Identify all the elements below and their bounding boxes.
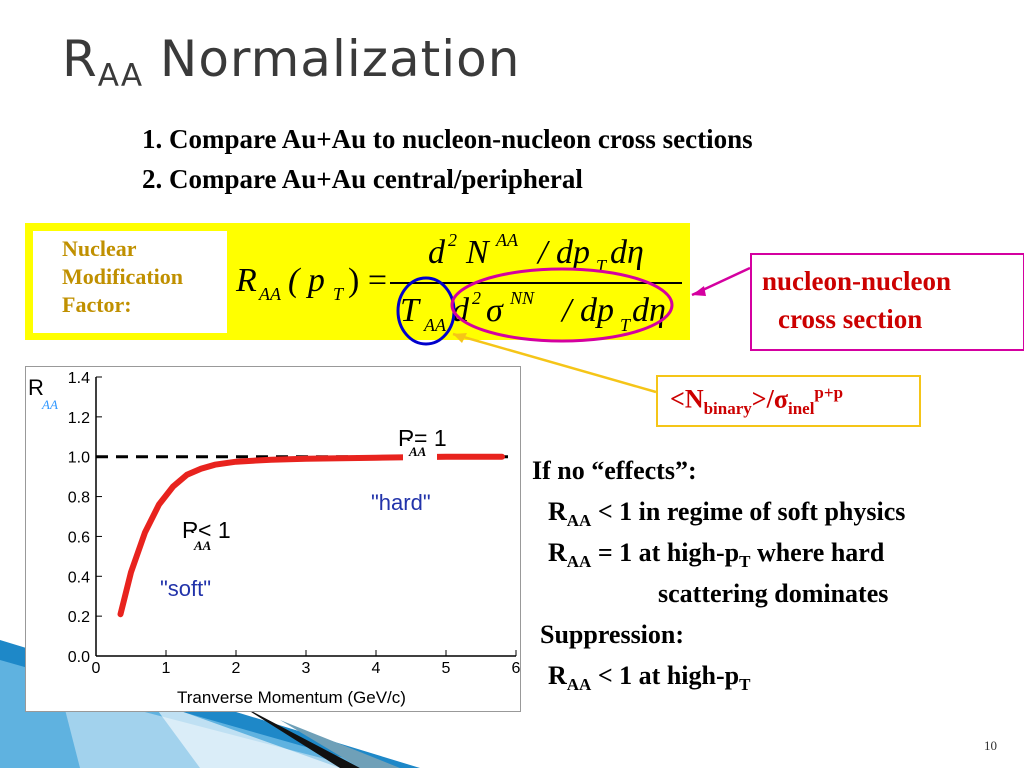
raa-chart: 0.0 0.2 0.4 0.6 0.8 1.0 1.2 1.4 0 1 2 3 4 5 6 R AA Tra… [25, 366, 521, 712]
den-d: d [452, 292, 469, 329]
den-sup-nn: NN [510, 288, 535, 308]
x-axis-label: Tranverse Momentum (GeV/c) [177, 688, 406, 707]
x-tick-label: 0 [92, 660, 101, 677]
annot-raa-lt1-rest: < 1 [198, 517, 231, 543]
num-deta: dη [610, 234, 644, 271]
den-dp: / dp [562, 292, 614, 329]
formula-lhs-arg: ( p [288, 262, 325, 299]
page-title: RAA Normalization [62, 30, 521, 94]
y-tick-label: 1.2 [68, 410, 90, 427]
y-tick-label: 1.4 [68, 370, 90, 387]
y-tick-label: 1.0 [68, 450, 90, 467]
num-sub-t: T [596, 256, 607, 276]
annot-soft: "soft" [160, 576, 211, 601]
fraction-line [390, 282, 682, 284]
formula-lhs-arg-sub: T [333, 284, 344, 304]
den-t: T [400, 292, 419, 329]
sigma-nn-ellipse [450, 267, 674, 343]
num-sup-2: 2 [448, 230, 457, 250]
annot-raa-eq1-rest: = 1 [414, 425, 447, 451]
explain-line-1: RAA < 1 in regime of soft physics [548, 497, 906, 531]
nbin-arrow-head [453, 333, 467, 343]
y-tick-label: 0.4 [68, 569, 90, 586]
num-d: d [428, 234, 445, 271]
formula-lhs-r: R [236, 262, 257, 299]
explain-line-2: RAA = 1 at high-pT where hard [548, 538, 885, 572]
den-sub-aa: AA [424, 315, 446, 335]
y-tick-label: 0.2 [68, 609, 90, 626]
formula-lhs-sub: AA [259, 284, 281, 304]
y-tick-label: 0.8 [68, 490, 90, 507]
annot-raa-eq1-sub-box [403, 441, 437, 461]
den-sigma: σ [486, 292, 503, 329]
formula-lhs-close: ) = [348, 262, 387, 299]
y-tick-label: 0.6 [68, 529, 90, 546]
suppression-heading: Suppression: [540, 620, 685, 649]
annot-raa-lt1-sub: AA [193, 538, 212, 553]
den-sub-t: T [620, 315, 631, 335]
nuclear-modification-factor-label: Nuclear Modification Factor: [62, 236, 183, 317]
explain-line-4: RAA < 1 at high-pT [548, 661, 751, 695]
nbinary-box [656, 375, 921, 427]
factor-label-box [30, 228, 230, 336]
intro-line-2: 2. Compare Au+Au central/peripheral [142, 164, 583, 194]
annot-raa-eq1-sub: AA [408, 444, 427, 459]
num-n: N [466, 234, 489, 271]
den-sup-2: 2 [472, 288, 481, 308]
y-axis-label-sub: AA [41, 397, 58, 412]
taa-circle [396, 276, 456, 346]
x-tick-label: 5 [442, 660, 451, 677]
nbinary-text: <Nbinary>/σinelp+p [670, 383, 844, 418]
x-tick-label: 6 [512, 660, 521, 677]
x-tick-label: 1 [162, 660, 171, 677]
nn-cross-section-box [750, 253, 1024, 351]
nn-cross-section-text: nucleon-nucleon cross section [762, 266, 952, 334]
if-no-effects: If no “effects”: [532, 456, 697, 485]
y-axis-label: R [28, 375, 44, 400]
explain-line-3: scattering dominates [658, 579, 889, 608]
nn-arrow-head [692, 286, 706, 296]
y-tick-label: 0.0 [68, 649, 90, 666]
x-tick-label: 2 [232, 660, 241, 677]
x-tick-label: 3 [302, 660, 311, 677]
raa-chart-svg: 0.0 0.2 0.4 0.6 0.8 1.0 1.2 1.4 0 1 2 3 4 5 6 R AA Tra… [28, 370, 521, 707]
raa-curve [117, 453, 505, 618]
num-sup-aa: AA [496, 230, 518, 250]
x-tick-label: 4 [372, 660, 381, 677]
annot-hard: "hard" [371, 490, 431, 515]
num-dp: / dp [538, 234, 590, 271]
page-number: 10 [984, 738, 997, 753]
nbin-arrow-line [452, 332, 657, 394]
intro-line-1: 1. Compare Au+Au to nucleon-nucleon cros… [142, 124, 753, 154]
annot-raa-lt1-sub-box [186, 533, 220, 553]
